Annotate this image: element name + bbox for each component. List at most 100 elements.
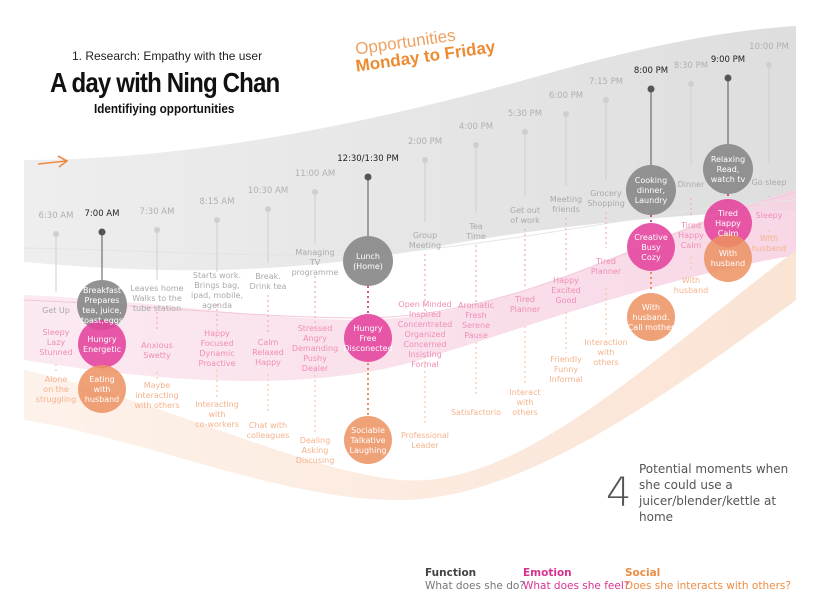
timeline-step: 2:00 PM bbox=[408, 137, 442, 424]
time-label: 10:30 AM bbox=[248, 186, 288, 196]
social-text-line: Funny bbox=[554, 365, 578, 374]
time-label: 7:30 AM bbox=[140, 207, 175, 217]
social-text: Interacting with co-workers bbox=[195, 400, 239, 429]
function-text-line: Dinner bbox=[678, 180, 705, 189]
emotion-text-line: Sleepy bbox=[756, 211, 783, 220]
emotion-text-line: Tired bbox=[514, 295, 535, 304]
emotion-text: Tired Planner bbox=[591, 257, 622, 276]
arrow-right-icon bbox=[37, 155, 69, 168]
time-label: 11:00 AM bbox=[295, 169, 335, 179]
timeline-step: 8:30 PM bbox=[674, 61, 708, 269]
emotion-text-line: Happy bbox=[715, 219, 741, 228]
function-text: Leaves home Walks to the tube station bbox=[130, 284, 183, 313]
section-label: 1. Research: Empathy with the user bbox=[72, 49, 263, 63]
function-text-line: Group bbox=[413, 231, 437, 240]
social-text-line: With bbox=[642, 303, 660, 312]
function-text-line: Meeting bbox=[409, 241, 441, 250]
social-text-line: colleagues bbox=[247, 431, 290, 440]
emotion-text: Sleepy bbox=[756, 211, 783, 220]
social-text-line: With bbox=[719, 249, 737, 258]
emotion-text-line: Serene bbox=[462, 321, 490, 330]
emotion-text-line: Pause bbox=[464, 331, 488, 340]
legend-social-question: Does she interacts with others? bbox=[625, 580, 791, 592]
moments-count: 4 bbox=[606, 470, 632, 516]
emotion-text-line: Busy bbox=[641, 243, 661, 252]
time-dot bbox=[766, 62, 772, 68]
emotion-text-line: Focused bbox=[201, 339, 234, 348]
social-band bbox=[24, 250, 796, 500]
emotion-text-line: Calm bbox=[681, 241, 702, 250]
time-label: 8:00 PM bbox=[634, 66, 668, 76]
emotion-text: Tired Planner bbox=[510, 295, 541, 314]
social-text-line: Call mother bbox=[628, 323, 675, 332]
legend-emotion-question: What does she feel? bbox=[523, 580, 630, 592]
time-dot bbox=[53, 231, 59, 237]
time-dot bbox=[647, 85, 655, 93]
social-text-line: husband bbox=[674, 286, 708, 295]
page-subtitle: Identifiying opportunities bbox=[94, 101, 235, 116]
time-label: 9:00 PM bbox=[711, 55, 745, 65]
time-dot bbox=[688, 81, 694, 87]
function-text-line: Shopping bbox=[587, 199, 625, 208]
emotion-text-line: Lazy bbox=[47, 338, 66, 347]
timeline-step: 10:00 PM bbox=[749, 42, 789, 237]
emotion-text-line: Concerned bbox=[403, 340, 446, 349]
time-label: 12:30/1:30 PM bbox=[337, 154, 399, 164]
time-dot bbox=[522, 129, 528, 135]
social-text-line: With bbox=[682, 276, 700, 285]
emotion-text: Anxious Swetty bbox=[141, 341, 173, 360]
social-text-line: Sociable bbox=[351, 426, 385, 435]
emotion-bubble bbox=[627, 223, 675, 271]
social-text-line: Discusing bbox=[296, 456, 335, 465]
social-text-line: struggling bbox=[36, 395, 76, 404]
emotion-text-line: Tired bbox=[595, 257, 616, 266]
time-label: 8:30 PM bbox=[674, 61, 708, 71]
social-text-line: Eating bbox=[89, 375, 114, 384]
emotion-text-line: Formal bbox=[411, 360, 438, 369]
function-text-line: dinner, bbox=[637, 186, 665, 195]
social-text-line: Chat with bbox=[249, 421, 287, 430]
time-dot bbox=[154, 227, 160, 233]
timeline-step: 8:15 AM bbox=[200, 197, 234, 398]
function-text: Get Up bbox=[42, 306, 70, 315]
function-text-line: Managing bbox=[295, 248, 334, 257]
timeline-step: 7:15 PM bbox=[589, 77, 623, 336]
social-text-line: with bbox=[209, 410, 226, 419]
emotion-text-line: Demanding bbox=[292, 344, 338, 353]
emotion-text-line: Sleepy bbox=[43, 328, 70, 337]
emotion-text: Happy Focused Dynamic Proactive bbox=[198, 329, 235, 368]
social-text: Interact with others bbox=[509, 388, 540, 417]
timeline-step: 10:30 AM bbox=[248, 186, 288, 414]
social-text: Professional Leader bbox=[401, 431, 449, 450]
function-text-line: Cooking bbox=[635, 176, 667, 185]
social-text-line: Interact bbox=[509, 388, 540, 397]
function-text-line: of work bbox=[510, 216, 540, 225]
moments-description: Potential moments when she could use a j… bbox=[639, 462, 789, 524]
function-text-line: ipad, mobile, bbox=[191, 291, 243, 300]
social-text-line: Friendly bbox=[550, 355, 582, 364]
emotion-text-line: Disconected bbox=[343, 344, 392, 353]
social-text: Friendly Funny Informal bbox=[549, 355, 582, 384]
social-text-line: Satisfactorio bbox=[451, 408, 501, 417]
function-text-line: Go sleep bbox=[752, 178, 787, 187]
emotion-text-line: Calm bbox=[718, 229, 739, 238]
timeline-step: 9:00 PM bbox=[703, 55, 753, 282]
emotion-text: Happy Excited Good bbox=[551, 276, 580, 305]
emotion-text: Calm Relaxed Happy bbox=[252, 338, 284, 367]
legend-emotion-title: Emotion bbox=[523, 567, 572, 579]
function-bubble bbox=[343, 236, 393, 286]
emotion-bubble bbox=[704, 199, 752, 247]
social-text-line: Asking bbox=[302, 446, 329, 455]
social-text: With husband bbox=[752, 234, 786, 253]
time-dot bbox=[724, 74, 732, 82]
emotion-text-line: Anxious bbox=[141, 341, 173, 350]
function-text: Get out of work bbox=[510, 206, 540, 225]
time-dot bbox=[603, 97, 609, 103]
legend-function: Function What does she do? bbox=[425, 567, 525, 593]
emotion-text: Open Minded Inspired Concentrated Organized… bbox=[398, 300, 452, 369]
function-text-line: Get out bbox=[510, 206, 540, 215]
function-text-line: Get Up bbox=[42, 306, 70, 315]
social-text-line: Laughing bbox=[350, 446, 387, 455]
time-label: 4:00 PM bbox=[459, 122, 493, 132]
social-text-line: Informal bbox=[549, 375, 582, 384]
